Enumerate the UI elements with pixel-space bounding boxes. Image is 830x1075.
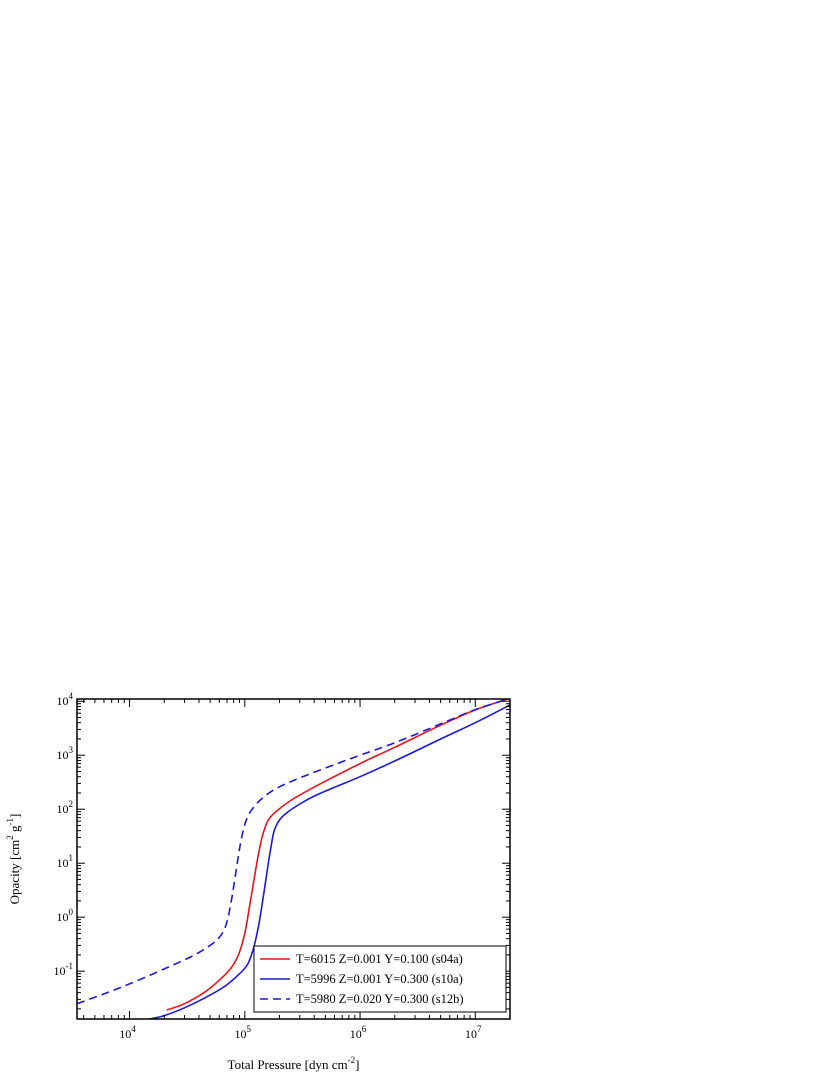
- plot-frame: [76, 698, 511, 1020]
- y-axis-title-sup2: -1: [5, 818, 15, 826]
- x-tick-label: 107: [465, 1024, 482, 1041]
- legend: T=6015 Z=0.001 Y=0.100 (s04a) T=5996 Z=0.…: [253, 945, 507, 1013]
- legend-label-1: T=6015 Z=0.001 Y=0.100 (s04a): [296, 952, 463, 966]
- y-tick-label: 102: [57, 799, 74, 816]
- y-tick-label: 101: [57, 853, 74, 870]
- legend-label-3: T=5980 Z=0.020 Y=0.300 (s12b): [296, 992, 464, 1006]
- series-line-3: [77, 699, 505, 1005]
- y-tick-label: 103: [57, 745, 74, 762]
- y-axis-title-end: ]: [7, 814, 22, 818]
- y-tick-label: 104: [57, 691, 74, 708]
- x-axis-title-sup: -2: [348, 1055, 356, 1065]
- y-axis-title-main: Opacity [cm: [7, 840, 22, 905]
- legend-label-2: T=5996 Z=0.001 Y=0.300 (s10a): [296, 972, 463, 986]
- x-tick-label: 106: [350, 1024, 367, 1041]
- y-axis-title-sup1: 2: [5, 835, 15, 840]
- x-axis-title: Total Pressure [dyn cm-2]: [228, 1055, 360, 1072]
- legend-box: [253, 945, 507, 1013]
- y-axis-title: Opacity [cm2 g-1]: [5, 814, 22, 905]
- x-tick-label: 104: [119, 1024, 136, 1041]
- series-line-1: [166, 699, 508, 1011]
- series-line-2: [149, 704, 510, 1019]
- x-axis-title-main: Total Pressure [dyn cm: [228, 1057, 348, 1072]
- y-tick-label: 100: [57, 907, 74, 924]
- series-layer: [77, 699, 510, 1019]
- x-tick-label: 105: [235, 1024, 252, 1041]
- y-axis-title-mid: g: [7, 825, 22, 835]
- x-axis-title-end: ]: [355, 1057, 359, 1072]
- y-tick-label: 10-1: [54, 961, 74, 978]
